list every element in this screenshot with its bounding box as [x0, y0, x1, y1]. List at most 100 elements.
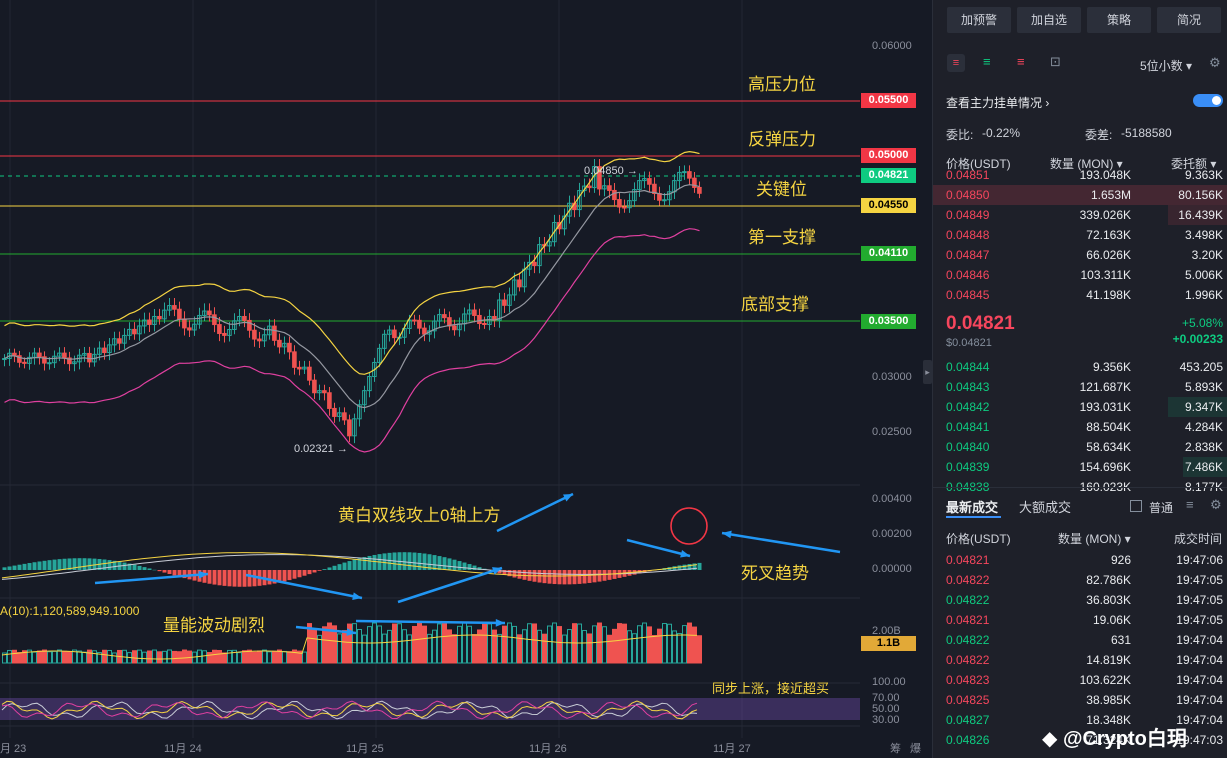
- trade-row[interactable]: 0.04822 14.819K 19:47:04: [933, 650, 1227, 670]
- strategy-button[interactable]: 策略: [1087, 7, 1151, 33]
- macd-bar: [692, 563, 697, 570]
- volume-bar: [437, 623, 442, 664]
- volume-bar: [402, 629, 407, 664]
- ask-row[interactable]: 0.04849 339.026K 16.439K: [933, 205, 1227, 225]
- trade-row[interactable]: 0.04822 631 19:47:04: [933, 630, 1227, 650]
- volume-bar: [287, 651, 292, 664]
- bid-row[interactable]: 0.04839 154.696K 7.486K: [933, 457, 1227, 477]
- volume-bar: [512, 625, 517, 664]
- volume-bar: [137, 649, 142, 664]
- trade-row[interactable]: 0.04826 71.324K 19:47:03: [933, 730, 1227, 750]
- volume-bar: [487, 623, 492, 664]
- y-axis-label: 30.00: [872, 714, 900, 726]
- tab-large-trades[interactable]: 大额成交: [1019, 500, 1072, 515]
- main-orders-link[interactable]: 查看主力挂单情况 ›: [946, 96, 1050, 110]
- volume-bar: [37, 650, 42, 664]
- overview-button[interactable]: 简况: [1157, 7, 1221, 33]
- candle-body: [192, 323, 197, 331]
- bid-row[interactable]: 0.04844 9.356K 453.205: [933, 357, 1227, 377]
- trade-qty: 631: [1110, 633, 1131, 647]
- candle-body: [52, 355, 57, 364]
- trade-row[interactable]: 0.04822 36.803K 19:47:05: [933, 590, 1227, 610]
- candle-body: [332, 407, 337, 417]
- candle-body: [57, 352, 62, 357]
- annotation-arrowhead: [346, 628, 356, 636]
- trade-row[interactable]: 0.04821 19.06K 19:47:05: [933, 610, 1227, 630]
- bid-row[interactable]: 0.04842 193.031K 9.347K: [933, 397, 1227, 417]
- trades-filter-icon[interactable]: ≡: [1186, 497, 1194, 512]
- candle-body: [667, 191, 672, 201]
- candle-body: [387, 329, 392, 335]
- macd-bar: [32, 562, 37, 570]
- ask-row[interactable]: 0.04845 41.198K 1.996K: [933, 285, 1227, 305]
- candle-body: [297, 366, 302, 370]
- annot-key-level: 关键位: [756, 180, 807, 199]
- candle-body: [422, 327, 427, 335]
- trades-settings-icon[interactable]: ⚙: [1210, 497, 1222, 512]
- volume-bar: [102, 649, 107, 664]
- candle-body: [697, 186, 702, 194]
- orderbook-depth-icon[interactable]: ⊡: [1050, 54, 1061, 69]
- candle-body: [347, 419, 352, 437]
- ask-row[interactable]: 0.04847 66.026K 3.20K: [933, 245, 1227, 265]
- bid-row[interactable]: 0.04841 88.504K 4.284K: [933, 417, 1227, 437]
- chips-icon[interactable]: 筹: [890, 743, 901, 755]
- orderbook-both-icon[interactable]: ≡: [947, 54, 965, 72]
- trade-qty: 18.348K: [1086, 713, 1131, 727]
- volume-bar: [507, 622, 512, 664]
- macd-bar: [357, 558, 362, 570]
- trade-time: 19:47:05: [1176, 573, 1223, 587]
- macd-bar: [597, 570, 602, 582]
- bid-row[interactable]: 0.04840 58.634K 2.838K: [933, 437, 1227, 457]
- macd-bar: [12, 565, 17, 570]
- ask-row[interactable]: 0.04848 72.163K 3.498K: [933, 225, 1227, 245]
- trade-price: 0.04827: [946, 713, 990, 727]
- col-qty[interactable]: 数量 (MON) ▾: [1050, 157, 1123, 171]
- ask-row[interactable]: 0.04846 103.311K 5.006K: [933, 265, 1227, 285]
- add-watchlist-button[interactable]: 加自选: [1017, 7, 1081, 33]
- candle-body: [137, 325, 142, 335]
- volume-bar: [637, 625, 642, 664]
- trade-row[interactable]: 0.04822 82.786K 19:47:05: [933, 570, 1227, 590]
- trade-row[interactable]: 0.04825 38.985K 19:47:04: [933, 690, 1227, 710]
- orderbook-asks-icon[interactable]: ≡: [1017, 54, 1025, 69]
- add-alert-button[interactable]: 加预警: [947, 7, 1011, 33]
- tab-latest-trades[interactable]: 最新成交: [946, 500, 999, 515]
- macd-bar: [452, 559, 457, 570]
- macd-bar: [202, 570, 207, 583]
- orderbook-bids-icon[interactable]: ≡: [983, 54, 991, 69]
- ask-row[interactable]: 0.04850 1.653M 80.156K: [933, 185, 1227, 205]
- trade-row[interactable]: 0.04823 103.622K 19:47:04: [933, 670, 1227, 690]
- ask-amt: 16.439K: [1178, 208, 1223, 222]
- candle-body: [312, 379, 317, 394]
- candle-body: [407, 319, 412, 329]
- candle-body: [547, 241, 552, 247]
- settings-icon[interactable]: ⚙: [1209, 55, 1221, 70]
- macd-bar: [167, 570, 172, 574]
- macd-bar: [697, 562, 702, 570]
- candle-body: [287, 342, 292, 353]
- decimals-select[interactable]: 5位小数 ▾: [1140, 59, 1193, 73]
- main-orders-toggle[interactable]: [1193, 94, 1223, 107]
- trade-qty: 103.622K: [1079, 673, 1131, 687]
- macd-bar: [362, 557, 367, 570]
- trade-qty: 14.819K: [1086, 653, 1131, 667]
- bid-row[interactable]: 0.04843 121.687K 5.893K: [933, 377, 1227, 397]
- volume-bar: [607, 634, 612, 664]
- annotation-arrowhead: [198, 570, 208, 579]
- panel-collapse-handle[interactable]: ▸: [923, 360, 932, 384]
- col-amount[interactable]: 委托额 ▾: [1171, 157, 1217, 171]
- volume-bar: [2, 652, 7, 664]
- ask-row[interactable]: 0.04851 193.048K 9.363K: [933, 165, 1227, 185]
- trades-col-qty[interactable]: 数量 (MON) ▾: [1058, 532, 1131, 546]
- trade-row[interactable]: 0.04827 18.348K 19:47:04: [933, 710, 1227, 730]
- chart-area[interactable]: 0.06000 0.03000 0.02500 0.00400 0.00200 0.000…: [0, 0, 932, 758]
- candle-body: [302, 366, 307, 370]
- macd-bar: [457, 561, 462, 570]
- normal-checkbox[interactable]: [1130, 500, 1142, 512]
- volume-bar: [277, 649, 282, 664]
- liquidation-icon[interactable]: 爆: [910, 743, 921, 755]
- candlestick-chart[interactable]: 0.06000 0.03000 0.02500 0.00400 0.00200 0.000…: [0, 0, 932, 758]
- trade-row[interactable]: 0.04821 926 19:47:06: [933, 550, 1227, 570]
- trade-time: 19:47:03: [1176, 733, 1223, 747]
